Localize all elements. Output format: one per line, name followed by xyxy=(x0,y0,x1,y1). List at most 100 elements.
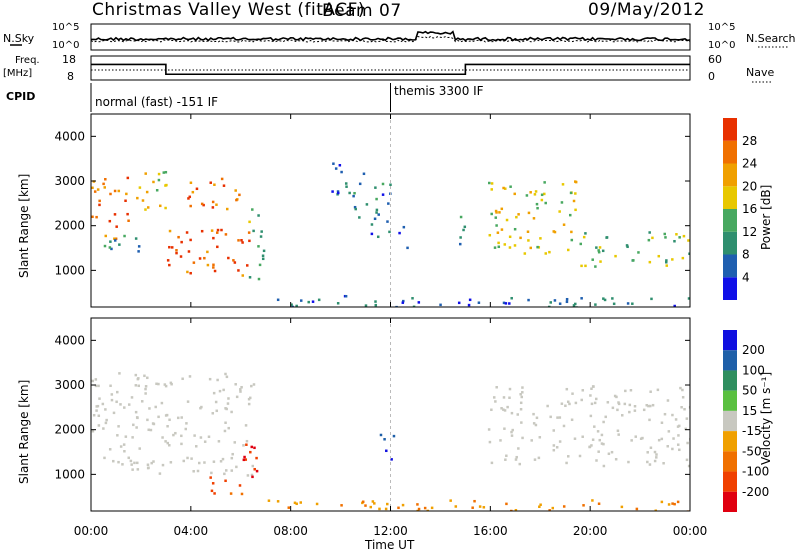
velocity-cell xyxy=(255,469,259,473)
velocity-cell xyxy=(580,398,583,402)
velocity-cell xyxy=(519,393,522,396)
cpid-segment-1: normal (fast) -151 IF xyxy=(95,95,218,109)
power-cell xyxy=(332,162,335,165)
velocity-cell xyxy=(252,383,256,386)
velocity-cell xyxy=(116,434,119,437)
velocity-cell xyxy=(676,500,680,504)
power-cell xyxy=(138,186,142,189)
power-cell xyxy=(494,209,498,213)
velocity-cell xyxy=(639,437,643,440)
velocity-cell xyxy=(573,437,577,440)
power-cell xyxy=(336,302,340,305)
power-cell xyxy=(166,259,170,262)
velocity-cell xyxy=(600,433,604,437)
velocity-cell xyxy=(104,421,108,425)
velocity-cell xyxy=(131,436,134,439)
power-cell xyxy=(248,276,252,279)
velocity-cell xyxy=(578,454,582,458)
power-ytick-label: 4000 xyxy=(54,129,85,143)
power-cell xyxy=(457,301,461,305)
power-cell xyxy=(614,254,617,258)
power-cell xyxy=(565,297,569,301)
power-cell xyxy=(439,303,442,307)
power-cell xyxy=(540,198,544,202)
power-cell xyxy=(386,220,389,223)
power-cell xyxy=(91,215,94,219)
velocity-cell xyxy=(606,401,610,404)
velocity-cell xyxy=(582,504,585,507)
velocity-cell xyxy=(426,509,430,511)
power-cell xyxy=(344,182,348,185)
power-cell xyxy=(574,192,577,195)
velocity-cell xyxy=(478,505,482,508)
velocity-cell xyxy=(646,460,649,464)
power-cell xyxy=(189,204,192,208)
time-tick-label: 16:00 xyxy=(473,524,508,538)
velocity-cell xyxy=(535,416,539,420)
power-cell xyxy=(665,264,668,267)
velocity-cell xyxy=(192,470,195,473)
velocity-cell xyxy=(510,411,514,415)
power-cell xyxy=(502,301,506,305)
velocity-cell xyxy=(119,403,122,406)
velocity-cell xyxy=(503,427,506,430)
power-cell xyxy=(553,299,557,302)
velocity-colorbar-tick: -15 xyxy=(742,424,762,438)
time-tick-label: 20:00 xyxy=(573,524,608,538)
velocity-cell xyxy=(590,444,593,447)
power-cell xyxy=(365,203,369,206)
velocity-cell xyxy=(172,433,175,437)
velocity-cell xyxy=(558,440,562,443)
power-cell xyxy=(605,236,608,239)
velocity-cell xyxy=(209,476,212,479)
velocity-cell xyxy=(91,379,95,383)
power-cell xyxy=(502,186,505,190)
velocity-cell xyxy=(384,507,388,511)
velocity-cell xyxy=(226,402,230,405)
power-colorbar-swatch xyxy=(723,186,737,209)
velocity-colorbar-tick: -50 xyxy=(742,444,762,458)
velocity-cell xyxy=(565,387,569,391)
power-cell xyxy=(109,192,112,196)
velocity-cell xyxy=(562,424,566,428)
velocity-cell xyxy=(505,454,508,458)
power-cell xyxy=(504,187,507,190)
velocity-cell xyxy=(190,457,193,460)
velocity-cell xyxy=(248,396,252,400)
velocity-cell xyxy=(562,505,566,508)
power-cell xyxy=(98,203,101,207)
power-cell xyxy=(376,235,380,239)
velocity-cell xyxy=(600,442,604,445)
velocity-cell xyxy=(253,467,256,471)
power-cell xyxy=(574,302,577,306)
velocity-colorbar-tick: 15 xyxy=(742,404,757,418)
power-cell xyxy=(340,170,343,174)
velocity-cell xyxy=(620,505,624,509)
power-cell xyxy=(311,300,315,303)
velocity-cell xyxy=(98,397,101,400)
velocity-colorbar-swatch xyxy=(723,370,737,391)
velocity-cell xyxy=(593,425,596,428)
velocity-cell xyxy=(203,440,207,443)
power-cell xyxy=(215,231,219,234)
power-cell xyxy=(187,197,190,200)
velocity-cell xyxy=(490,461,494,465)
velocity-cell xyxy=(136,468,140,471)
velocity-cell xyxy=(502,408,505,411)
power-cell xyxy=(258,263,262,267)
velocity-cell xyxy=(397,506,400,510)
velocity-cell xyxy=(648,463,652,466)
power-cell xyxy=(290,303,293,306)
velocity-cell xyxy=(549,415,552,419)
velocity-cell xyxy=(534,423,538,427)
power-cell xyxy=(552,230,556,233)
power-cell xyxy=(165,183,168,187)
velocity-cell xyxy=(521,436,524,440)
velocity-cell xyxy=(203,461,206,464)
nsearch-tick-high: 10^5 xyxy=(708,22,735,33)
velocity-colorbar-swatch xyxy=(723,431,737,452)
velocity-cell xyxy=(144,392,147,395)
velocity-cell xyxy=(176,416,180,420)
power-cell xyxy=(503,243,507,246)
power-cell xyxy=(387,202,390,205)
